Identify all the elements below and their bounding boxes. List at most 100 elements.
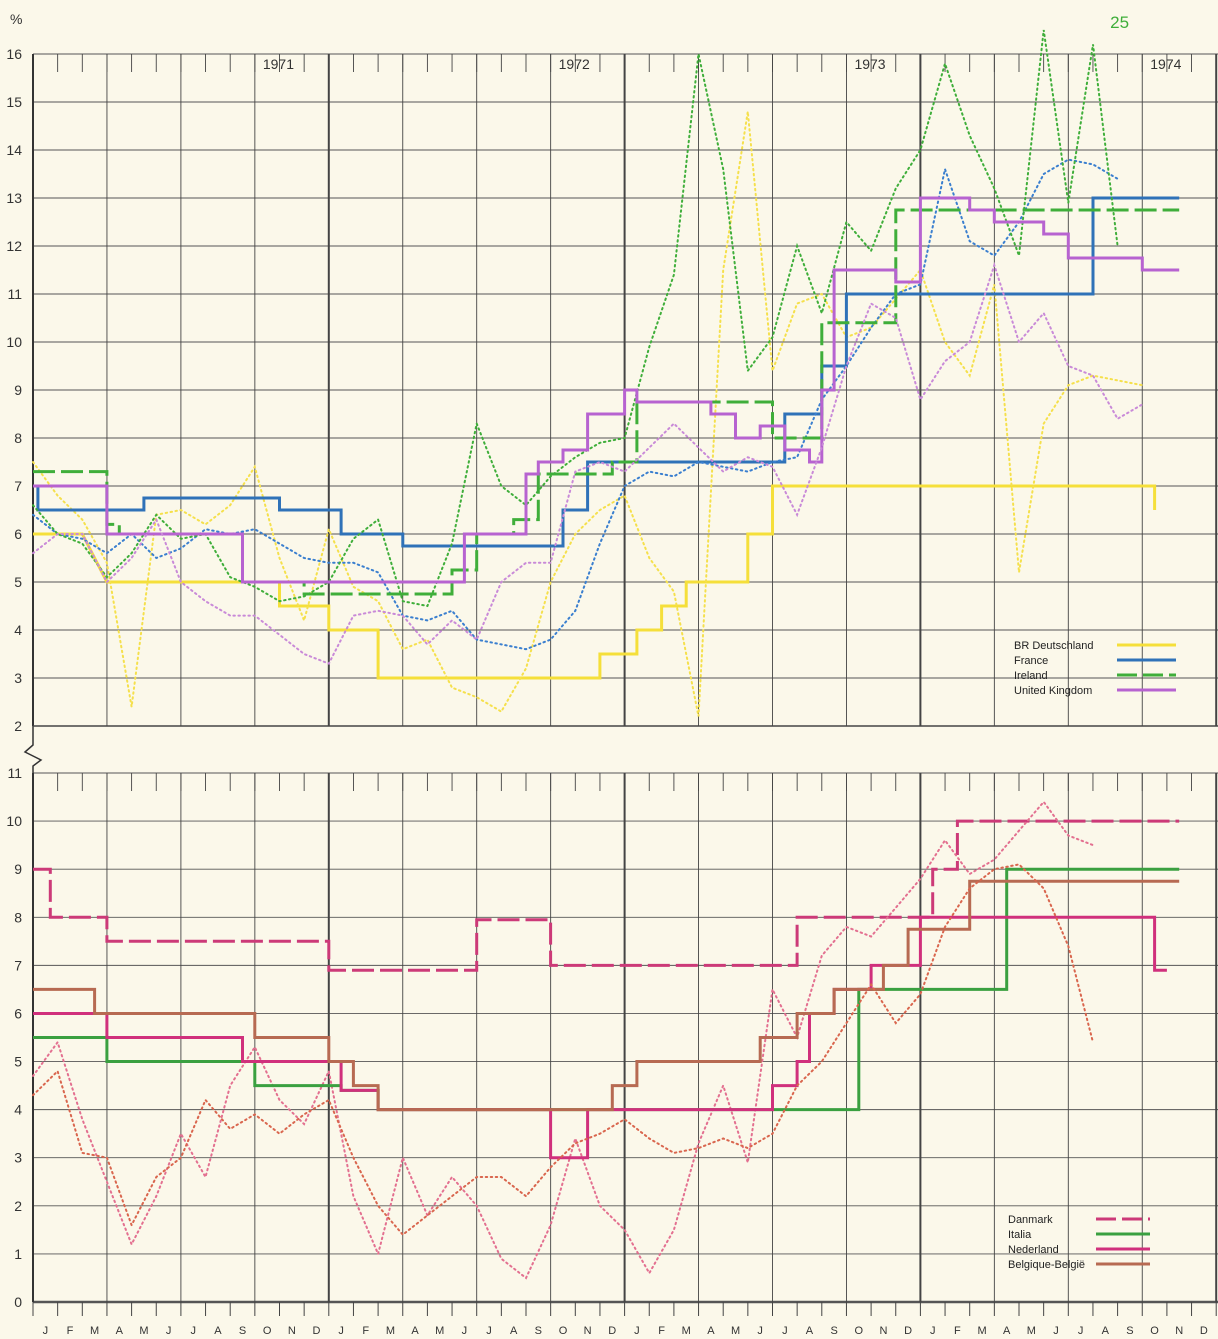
y-axis-unit: % — [10, 11, 22, 27]
month-label: F — [67, 1325, 74, 1337]
y-tick-label: 13 — [6, 190, 22, 206]
y-tick-label: 7 — [14, 957, 22, 973]
y-tick-label: 14 — [6, 142, 22, 158]
y-tick-label: 1 — [14, 1246, 22, 1262]
month-label: S — [535, 1325, 542, 1337]
series-france-dotted — [32, 158, 1119, 651]
month-label: D — [904, 1325, 912, 1337]
month-label: J — [1053, 1325, 1059, 1337]
month-label: J — [486, 1325, 492, 1337]
month-label: J — [634, 1325, 640, 1337]
y-tick-label: 10 — [6, 813, 22, 829]
y-tick-label: 9 — [14, 861, 22, 877]
month-label: J — [190, 1325, 196, 1337]
year-label: 1971 — [263, 56, 294, 72]
month-label: J — [930, 1325, 936, 1337]
y-tick-label: 16 — [6, 46, 22, 62]
legend-label: France — [1014, 655, 1048, 667]
axis-break — [23, 726, 43, 773]
month-label: M — [435, 1325, 444, 1337]
month-label: J — [166, 1325, 172, 1337]
series-nederland — [33, 915, 1167, 1160]
month-label: J — [782, 1325, 788, 1337]
month-label: O — [559, 1325, 568, 1337]
year-label: 1972 — [559, 56, 590, 72]
legend-label: Italia — [1008, 1229, 1032, 1241]
y-tick-label: 3 — [14, 1150, 22, 1166]
y-tick-label: 8 — [14, 909, 22, 925]
top-panel: 2 3 4 5 6 7 8 9 10 11 12 13 14 15 16 BR Deutschland Fran… — [6, 11, 1218, 734]
month-label: M — [1027, 1325, 1036, 1337]
month-label: N — [879, 1325, 887, 1337]
legend-label: United Kingdom — [1014, 685, 1092, 697]
month-label: S — [1126, 1325, 1133, 1337]
y-tick-label: 5 — [14, 574, 22, 590]
y-tick-label: 9 — [14, 382, 22, 398]
month-label: J — [338, 1325, 344, 1337]
series-danmark — [33, 819, 1180, 972]
month-label: O — [854, 1325, 863, 1337]
y-tick-label: 6 — [14, 526, 22, 542]
month-label: A — [116, 1325, 124, 1337]
month-label: A — [1102, 1325, 1110, 1337]
month-label: S — [239, 1325, 246, 1337]
outlier-annotation: 25 — [1110, 13, 1129, 32]
top-grid — [32, 53, 1218, 727]
bottom-panel: 0 1 2 3 4 5 6 7 8 9 10 11 Danmark Italia Nederland Belg… — [6, 765, 1218, 1310]
month-label: M — [90, 1325, 99, 1337]
legend-label: Belgique-België — [1008, 1259, 1085, 1271]
month-label: M — [977, 1325, 986, 1337]
month-label: D — [1200, 1325, 1208, 1337]
y-tick-label: 2 — [14, 1198, 22, 1214]
month-label: N — [288, 1325, 296, 1337]
series-france — [33, 196, 1180, 548]
y-tick-label: 10 — [6, 334, 22, 350]
month-label: M — [139, 1325, 148, 1337]
y-tick-label: 8 — [14, 430, 22, 446]
y-tick-label: 3 — [14, 670, 22, 686]
month-label: J — [757, 1325, 763, 1337]
y-tick-label: 0 — [14, 1294, 22, 1310]
month-label: F — [658, 1325, 665, 1337]
month-label: S — [830, 1325, 837, 1337]
series-ireland-dotted — [32, 29, 1119, 608]
month-label: M — [682, 1325, 691, 1337]
month-label: A — [707, 1325, 715, 1337]
top-legend: BR Deutschland France Ireland United Kingdo… — [1014, 640, 1176, 697]
month-label: N — [584, 1325, 592, 1337]
y-tick-label: 15 — [6, 94, 22, 110]
bottom-legend: Danmark Italia Nederland Belgique-België — [1008, 1214, 1150, 1271]
y-tick-label: 6 — [14, 1005, 22, 1021]
series-italia — [33, 867, 1180, 1112]
series-united-kingdom-dotted — [32, 261, 1144, 665]
month-label: O — [1150, 1325, 1159, 1337]
year-label: 1973 — [854, 56, 885, 72]
year-label: 1974 — [1150, 56, 1181, 72]
month-label: J — [462, 1325, 468, 1337]
month-label: J — [43, 1325, 49, 1337]
y-tick-label: 4 — [14, 622, 22, 638]
series-belgique-belgi-dotted — [32, 863, 1094, 1237]
y-tick-label: 7 — [14, 478, 22, 494]
month-label: A — [1003, 1325, 1011, 1337]
y-tick-label: 5 — [14, 1054, 22, 1070]
month-label: N — [1175, 1325, 1183, 1337]
legend-label: Nederland — [1008, 1244, 1059, 1256]
y-tick-label: 12 — [6, 238, 22, 254]
month-label: A — [510, 1325, 518, 1337]
month-label: A — [806, 1325, 814, 1337]
month-label: M — [731, 1325, 740, 1337]
month-label: F — [954, 1325, 961, 1337]
legend-label: BR Deutschland — [1014, 640, 1094, 652]
month-label: D — [608, 1325, 616, 1337]
series-united-kingdom — [33, 196, 1180, 584]
series-ireland — [33, 208, 1180, 596]
month-label: A — [214, 1325, 222, 1337]
series-br-deutschland-dotted — [32, 111, 1144, 717]
y-tick-label: 11 — [7, 765, 22, 781]
legend-label: Ireland — [1014, 670, 1048, 682]
y-tick-label: 11 — [7, 286, 22, 302]
y-tick-label: 2 — [14, 718, 22, 734]
